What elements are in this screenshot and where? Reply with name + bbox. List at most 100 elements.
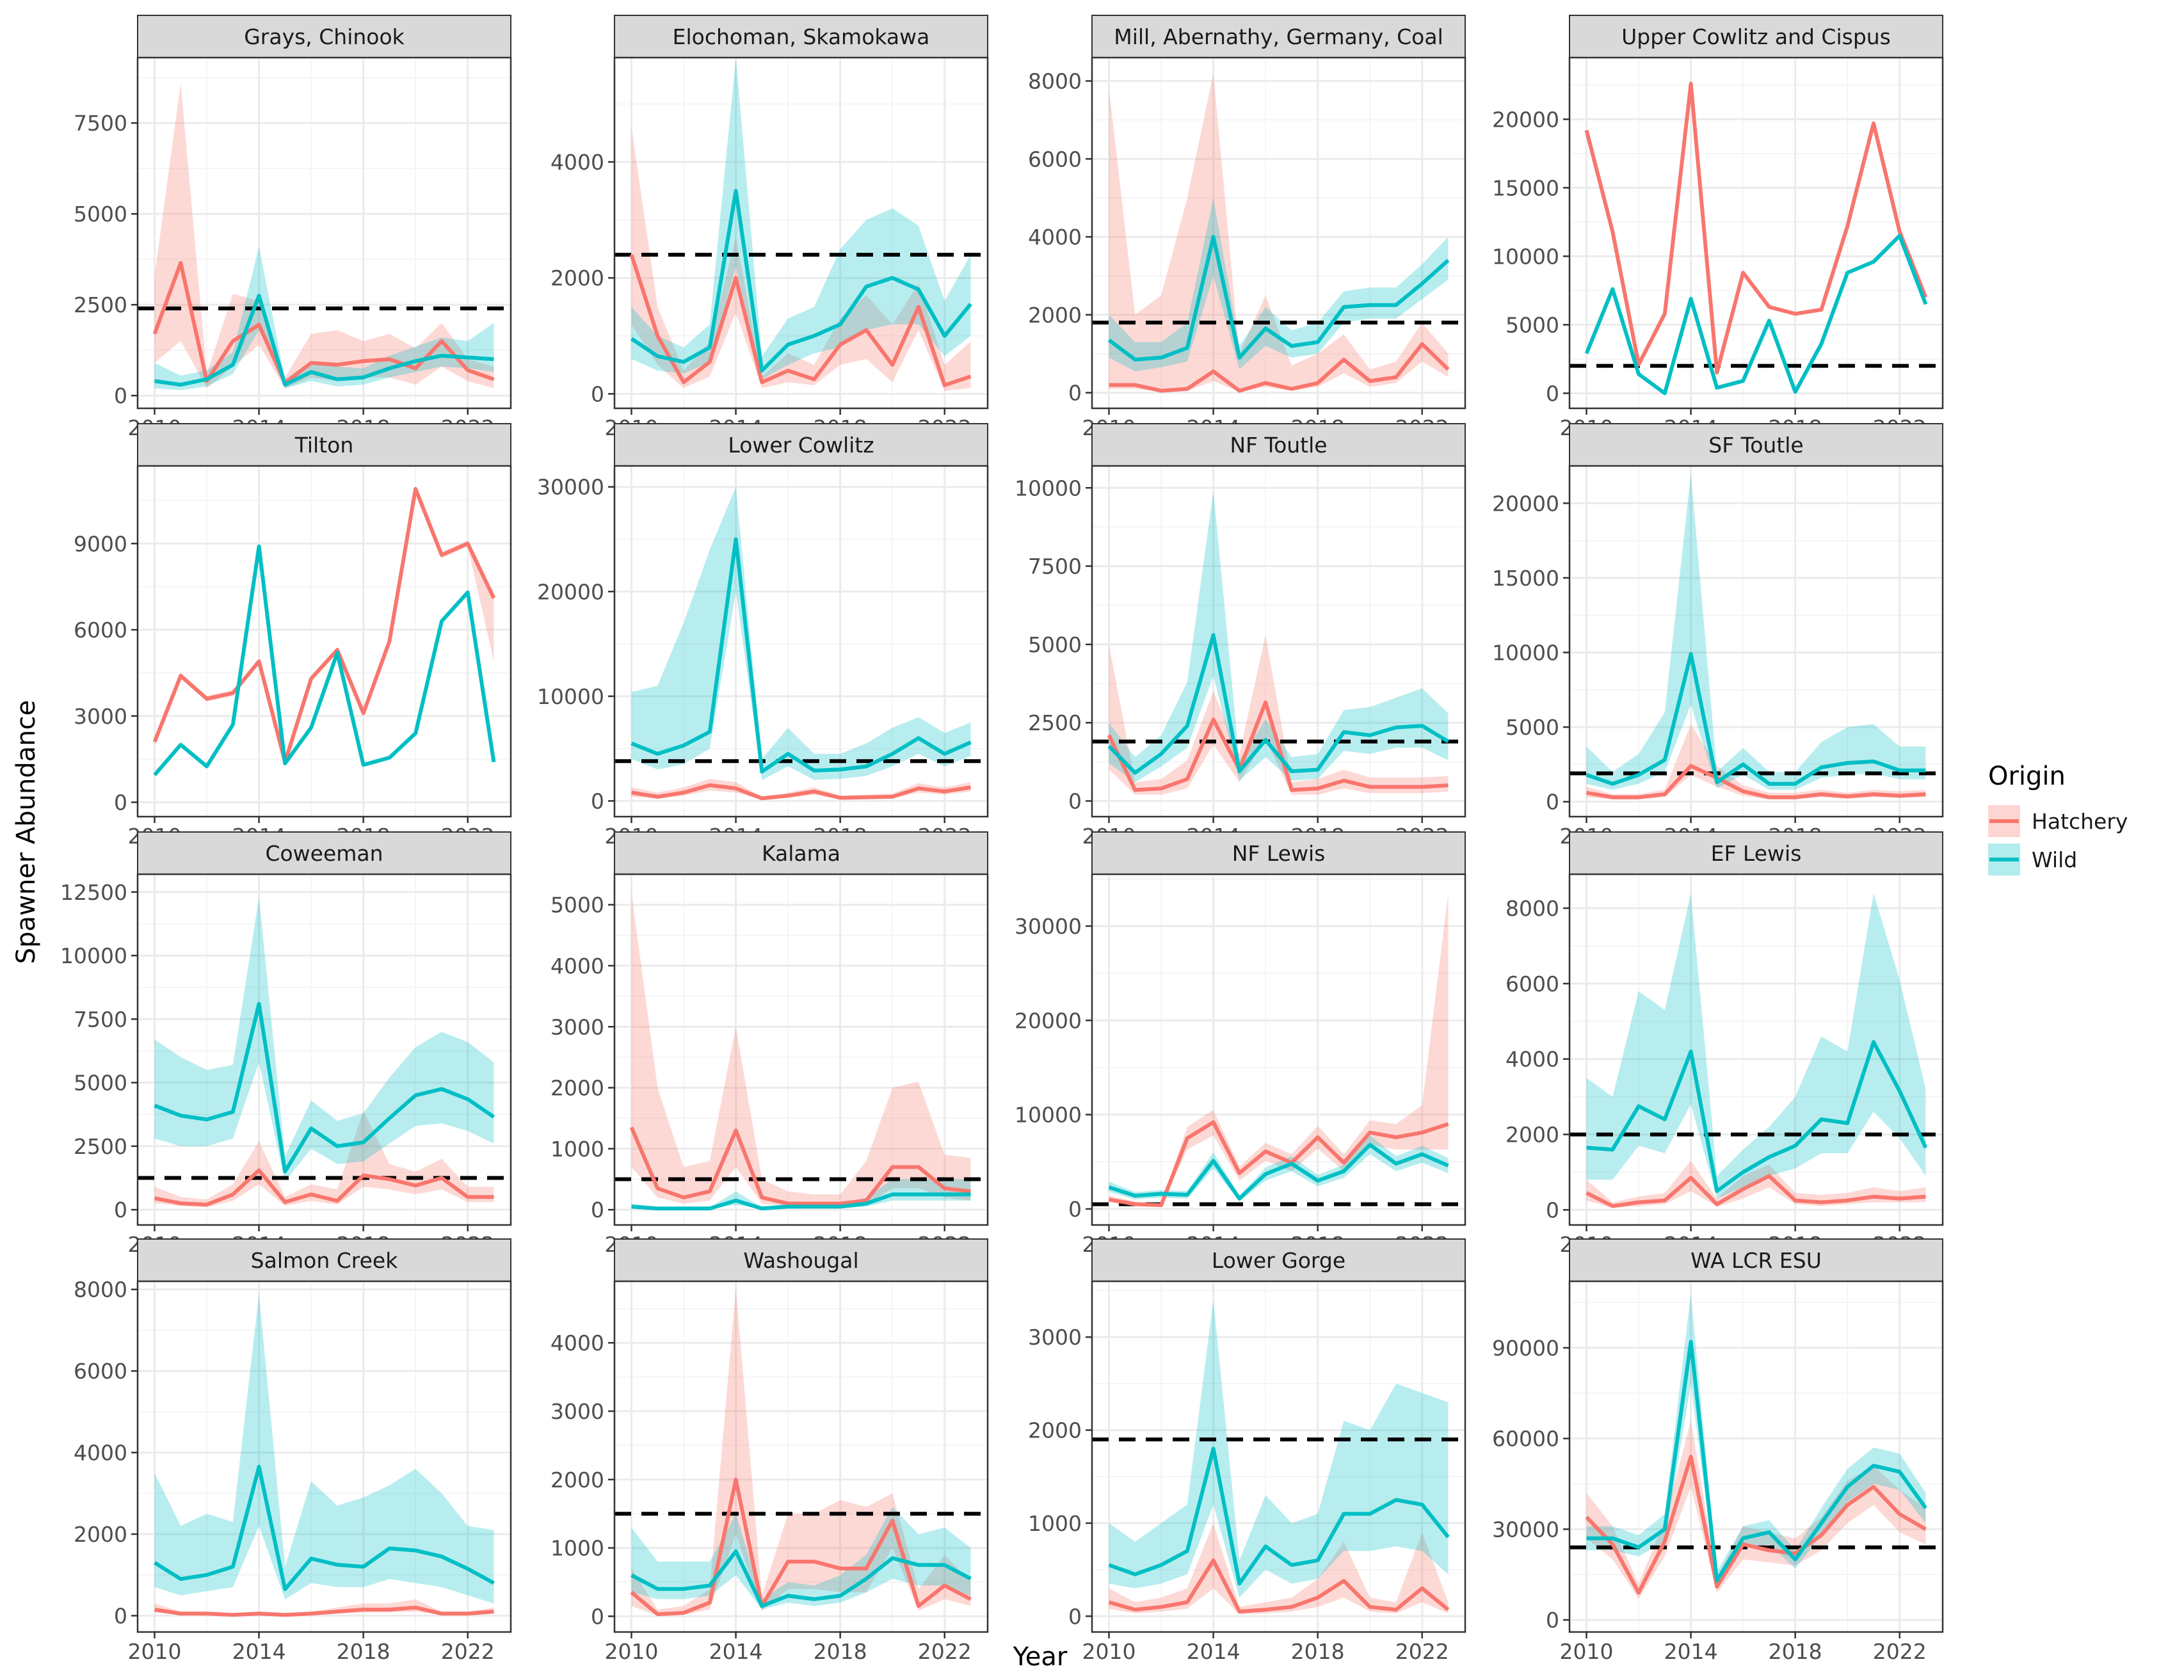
point-wild-2016 xyxy=(1743,1538,1744,1539)
point-hatchery-2014 xyxy=(1213,1560,1214,1561)
line-hatchery-nf-toutle xyxy=(1107,700,1449,792)
line-hatchery-lower-gorge xyxy=(1108,1558,1450,1613)
point-wild-2019 xyxy=(866,766,867,767)
point-wild-2013 xyxy=(232,724,233,725)
strip-label-wa-lcr-esu: WA LCR ESU xyxy=(1690,1248,1822,1273)
line-wild-nf-toutle xyxy=(1107,633,1450,775)
y-tick-label: 15000 xyxy=(1492,175,1559,200)
data-layer-nf-toutle xyxy=(1092,491,1465,795)
strip-upper-cowlitz-and-cispus xyxy=(1569,15,1943,58)
y-tick-label: 5000 xyxy=(74,202,127,227)
point-hatchery-2014 xyxy=(735,1479,736,1480)
grid-grays-chinook xyxy=(138,58,511,408)
ribbon-hatchery-elochoman-skamokawa xyxy=(631,127,971,391)
point-hatchery-2010 xyxy=(631,792,632,793)
strip-label-lower-gorge: Lower Gorge xyxy=(1212,1248,1345,1273)
point-hatchery-2021 xyxy=(1873,123,1874,124)
point-hatchery-2019 xyxy=(389,1179,390,1180)
point-hatchery-2010 xyxy=(154,333,155,334)
y-tick-label: 0 xyxy=(1546,381,1559,406)
strip-wa-lcr-esu xyxy=(1569,1238,1943,1282)
x-tick-label: 2022 xyxy=(1873,1639,1927,1664)
data-layer-lower-gorge xyxy=(1092,1300,1465,1615)
point-wild-2016 xyxy=(788,344,789,345)
point-hatchery-2019 xyxy=(866,1568,867,1569)
legend-item-hatchery: Hatchery xyxy=(1988,805,2128,837)
y-tick-label: 0 xyxy=(1068,1197,1082,1222)
point-hatchery-2023 xyxy=(970,787,971,788)
panel-border-upper-cowlitz-and-cispus xyxy=(1568,56,1944,410)
y-tick-label: 7500 xyxy=(1028,554,1082,579)
point-hatchery-2022 xyxy=(1899,1198,1900,1199)
point-hatchery-2023 xyxy=(1925,1529,1926,1530)
ribbon-hatchery-nf-toutle xyxy=(1109,635,1449,795)
point-hatchery-2023 xyxy=(1925,1196,1926,1197)
point-hatchery-2011 xyxy=(657,335,658,336)
line-hatchery-salmon-creek xyxy=(154,1605,494,1617)
point-wild-2018 xyxy=(1317,1560,1318,1561)
point-hatchery-2022 xyxy=(944,1585,945,1586)
y-tick-label: 0 xyxy=(114,383,127,408)
point-wild-2010 xyxy=(154,774,155,775)
strip-label-elochoman-skamokawa: Elochoman, Skamokawa xyxy=(673,24,930,49)
point-wild-2011 xyxy=(657,1588,658,1589)
strip-grays-chinook xyxy=(137,15,511,58)
strip-nf-lewis xyxy=(1091,831,1466,875)
ribbon-wild-coweeman xyxy=(154,897,494,1182)
ribbon-wild-grays-chinook xyxy=(154,246,494,390)
point-hatchery-2018 xyxy=(1317,1597,1318,1598)
panel-background-sf-toutle xyxy=(1570,466,1943,817)
point-hatchery-2010 xyxy=(1586,130,1587,131)
point-wild-2010 xyxy=(631,743,632,744)
y-tick-label: 6000 xyxy=(1506,972,1559,996)
point-hatchery-2022 xyxy=(467,543,468,544)
point-hatchery-2023 xyxy=(1448,369,1449,370)
point-wild-2014 xyxy=(1213,1160,1214,1161)
point-wild-2016 xyxy=(788,1206,789,1207)
y-tick-label: 3000 xyxy=(550,1399,604,1424)
strip-label-tilton: Tilton xyxy=(294,433,354,458)
y-tick-label: 6000 xyxy=(1028,147,1082,172)
panel-wa-lcr-esu: WA LCR ESU 2010 2014 2018 2022 0 30000 60000 900… xyxy=(1492,1238,1944,1664)
line-hatchery-grays-chinook xyxy=(152,260,495,385)
point-wild-2021 xyxy=(1873,761,1874,762)
line-wild-lower-cowlitz xyxy=(630,537,972,774)
line-wild-washougal xyxy=(630,1549,972,1608)
point-wild-2021 xyxy=(1873,1042,1874,1043)
line-wild-upper-cowlitz-and-cispus xyxy=(1584,234,1928,396)
y-tick-label: 4000 xyxy=(74,1441,127,1466)
panel-background-salmon-creek xyxy=(138,1281,511,1632)
point-hatchery-2022 xyxy=(467,1613,468,1614)
line-hatchery-elochoman-skamokawa xyxy=(629,254,972,387)
point-hatchery-2021 xyxy=(1873,794,1874,795)
point-hatchery-2010 xyxy=(631,254,632,255)
strip-label-kalama: Kalama xyxy=(762,841,840,866)
y-tick-label: 0 xyxy=(591,381,604,406)
panel-background-nf-lewis xyxy=(1092,874,1465,1225)
ribbon-wild-salmon-creek xyxy=(154,1293,494,1604)
strip-label-salmon-creek: Salmon Creek xyxy=(251,1248,399,1273)
line-wild-sf-toutle xyxy=(1586,652,1926,786)
panel-border-salmon-creek xyxy=(136,1280,512,1633)
line-hatchery-lower-cowlitz xyxy=(631,783,971,801)
point-hatchery-2020 xyxy=(892,796,893,797)
x-tick-label: 2018 xyxy=(337,1639,390,1664)
x-tick-label: 2022 xyxy=(441,1639,495,1664)
point-hatchery-2013 xyxy=(1664,794,1665,795)
y-tick-label: 1000 xyxy=(550,1536,604,1561)
point-wild-2019 xyxy=(1821,767,1822,768)
point-wild-2023 xyxy=(970,303,971,304)
y-tick-label: 5000 xyxy=(550,893,604,918)
point-wild-2022 xyxy=(944,753,945,754)
line-hatchery-sf-toutle xyxy=(1586,764,1926,799)
point-hatchery-2023 xyxy=(1448,785,1449,786)
x-tick-label: 2014 xyxy=(709,1639,763,1664)
point-hatchery-2023 xyxy=(1925,297,1926,298)
line-wild-elochoman-skamokawa xyxy=(630,189,972,373)
data-layer-kalama xyxy=(614,892,988,1211)
ribbon-hatchery-nf-lewis xyxy=(1109,893,1449,1207)
y-tick-label: 3000 xyxy=(1028,1325,1082,1350)
point-wild-2014 xyxy=(735,539,736,540)
strip-label-washougal: Washougal xyxy=(743,1248,858,1273)
